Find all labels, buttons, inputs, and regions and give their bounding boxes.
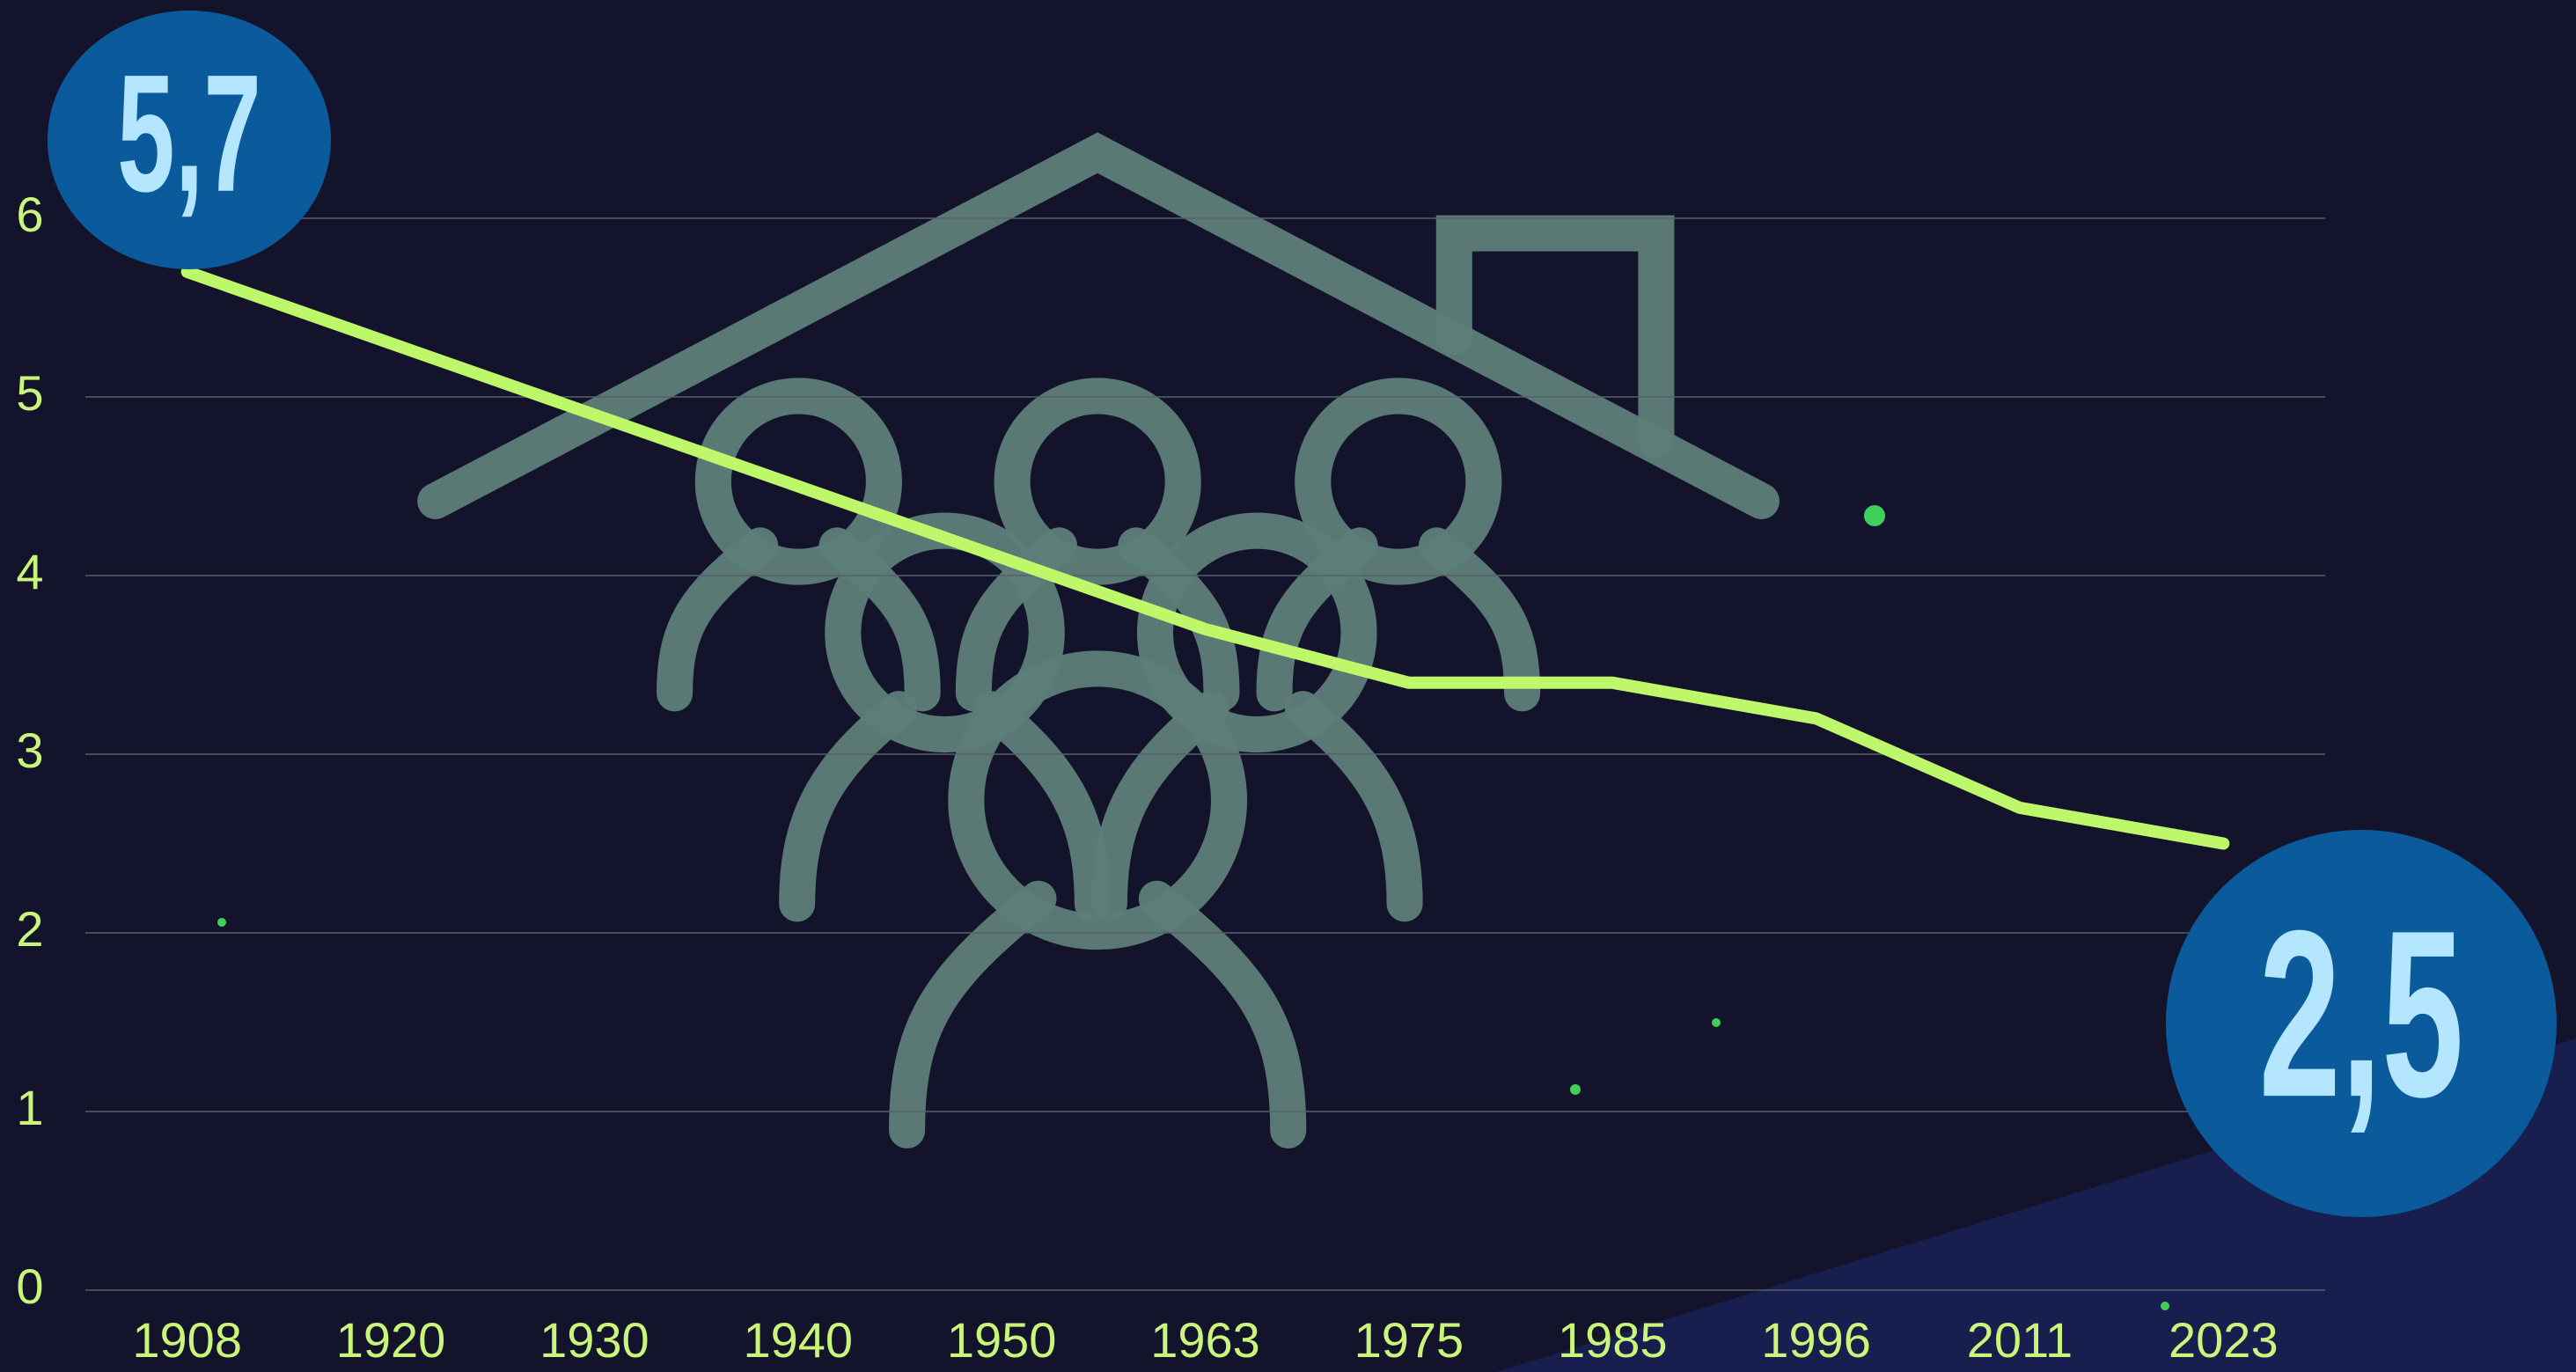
star (217, 918, 226, 927)
y-tick-label: 3 (16, 723, 43, 778)
y-tick-label: 5 (16, 365, 43, 421)
person-head (1295, 378, 1502, 585)
value-bubble (48, 11, 331, 269)
x-tick-label: 1920 (336, 1312, 446, 1368)
stars (217, 505, 2169, 1310)
x-tick-label: 1996 (1761, 1312, 1871, 1368)
star (2161, 1302, 2169, 1310)
x-tick-label: 2011 (1967, 1312, 2073, 1368)
person-body (779, 691, 1111, 922)
x-tick-label: 1975 (1354, 1312, 1464, 1368)
person-body (1090, 691, 1423, 922)
family-house-icon (417, 132, 1780, 1149)
y-tick-label: 4 (16, 544, 43, 599)
star (1570, 1084, 1581, 1095)
roof (417, 132, 1780, 519)
data-line (180, 265, 2230, 850)
x-tick-label: 1908 (132, 1312, 242, 1368)
y-tick-label: 0 (16, 1258, 43, 1314)
person-head (994, 378, 1201, 585)
person-head (825, 512, 1065, 753)
value-bubble (2166, 830, 2557, 1217)
y-tick-label: 6 (16, 187, 43, 242)
y-tick-label: 2 (16, 901, 43, 957)
person-head (694, 378, 902, 585)
x-tick-label: 1963 (1150, 1312, 1260, 1368)
person-body (889, 880, 1307, 1149)
x-tick-label: 1940 (743, 1312, 853, 1368)
x-tick-label: 1930 (539, 1312, 650, 1368)
star (1864, 505, 1885, 526)
chimney (1435, 215, 1675, 459)
person-head (1136, 512, 1377, 753)
x-tick-label: 1985 (1558, 1312, 1668, 1368)
plot: 0 1 2 3 4 5 6 1908 1920 1930 1940 1950 1963 1975 1985 1… (16, 11, 2557, 1368)
star (1712, 1018, 1721, 1027)
value-label: 2,5 (2259, 881, 2464, 1147)
person-head (948, 650, 1248, 950)
x-tick-label: 1950 (947, 1312, 1057, 1368)
value-label: 5,7 (117, 40, 261, 227)
x-tick-label: 2023 (2169, 1312, 2279, 1368)
y-tick-label: 1 (16, 1080, 43, 1135)
